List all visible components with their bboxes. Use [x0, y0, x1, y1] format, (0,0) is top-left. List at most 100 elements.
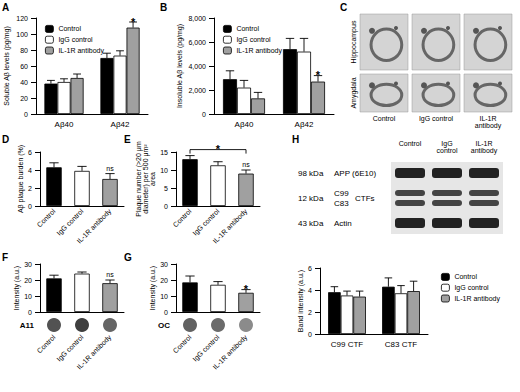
svg-text:Amygdala: Amygdala [350, 77, 358, 108]
svg-text:80: 80 [20, 47, 28, 54]
svg-text:IL-1R antibody: IL-1R antibody [211, 333, 249, 371]
svg-text:10: 10 [160, 167, 168, 174]
svg-text:8,000: 8,000 [188, 15, 206, 22]
svg-text:43 kDa: 43 kDa [298, 219, 324, 228]
svg-text:Aβ42: Aβ42 [295, 120, 314, 129]
svg-text:Control: Control [36, 207, 57, 228]
svg-text:0: 0 [164, 309, 168, 316]
svg-text:A: A [2, 2, 9, 13]
svg-text:Aβ42: Aβ42 [111, 120, 130, 129]
svg-text:0: 0 [24, 111, 28, 118]
svg-text:Control: Control [172, 207, 193, 228]
svg-text:IL-1R antibody: IL-1R antibody [454, 295, 500, 303]
svg-text:C83: C83 [334, 199, 349, 208]
svg-text:30: 30 [160, 261, 168, 268]
svg-text:ns: ns [106, 271, 114, 278]
svg-text:F: F [2, 252, 8, 263]
svg-text:60: 60 [20, 63, 28, 70]
svg-text:Intensity (a.u.): Intensity (a.u.) [13, 266, 21, 310]
svg-text:Control: Control [236, 25, 259, 32]
svg-text:Control: Control [36, 333, 57, 354]
svg-text:20: 20 [24, 277, 32, 284]
svg-text:Aβ40: Aβ40 [55, 120, 74, 129]
svg-text:IgG control: IgG control [55, 207, 85, 237]
svg-text:Aβ40: Aβ40 [235, 120, 254, 129]
svg-text:IL-1R antibody: IL-1R antibody [236, 47, 282, 55]
svg-text:0: 0 [164, 203, 168, 210]
svg-text:0: 0 [202, 111, 206, 118]
svg-text:20: 20 [20, 95, 28, 102]
svg-text:6: 6 [308, 265, 312, 272]
svg-text:IL-1R antibody: IL-1R antibody [211, 207, 249, 245]
svg-text:2: 2 [28, 185, 32, 192]
svg-text:*: * [244, 283, 249, 295]
svg-text:ns: ns [242, 161, 250, 168]
svg-text:OC: OC [158, 321, 170, 330]
svg-text:40: 40 [20, 79, 28, 86]
svg-text:Intensity (a.u.): Intensity (a.u.) [149, 266, 157, 310]
svg-text:Soluble Aβ levels (pg/mg): Soluble Aβ levels (pg/mg) [3, 26, 11, 106]
svg-text:C83 CTF: C83 CTF [385, 340, 418, 349]
svg-text:IgG control: IgG control [55, 333, 85, 363]
svg-text:*: * [131, 16, 136, 28]
svg-text:Actin: Actin [334, 219, 352, 228]
svg-text:antibody: antibody [471, 147, 498, 155]
svg-text:Insoluble Aβ levels (pg/mg): Insoluble Aβ levels (pg/mg) [176, 24, 184, 108]
svg-text:100: 100 [16, 31, 28, 38]
svg-text:Band intensity (a.u.): Band intensity (a.u.) [297, 270, 305, 332]
svg-text:Control: Control [373, 115, 396, 122]
svg-text:Control: Control [172, 333, 193, 354]
svg-text:30: 30 [24, 261, 32, 268]
svg-text:Control: Control [454, 273, 477, 280]
svg-text:10: 10 [160, 293, 168, 300]
svg-text:12 kDa: 12 kDa [298, 194, 324, 203]
svg-text:IgG control: IgG control [191, 207, 221, 237]
svg-text:IgG control: IgG control [419, 115, 454, 123]
svg-text:*: * [216, 143, 221, 155]
svg-text:Control: Control [399, 140, 422, 147]
svg-text:IgG control: IgG control [454, 284, 489, 292]
svg-text:Hippocampus: Hippocampus [350, 20, 358, 63]
svg-text:E: E [124, 134, 131, 145]
svg-text:5: 5 [164, 185, 168, 192]
svg-text:area: area [149, 172, 156, 186]
svg-text:D: D [2, 134, 9, 145]
svg-text:20: 20 [160, 277, 168, 284]
svg-text:4,000: 4,000 [188, 63, 206, 70]
svg-text:2,000: 2,000 [188, 87, 206, 94]
svg-text:ns: ns [106, 165, 114, 172]
svg-text:0: 0 [28, 203, 32, 210]
svg-text:G: G [124, 252, 132, 263]
svg-text:IgG control: IgG control [58, 36, 93, 44]
svg-text:6,000: 6,000 [188, 39, 206, 46]
svg-text:15: 15 [160, 149, 168, 156]
svg-text:Control: Control [58, 25, 81, 32]
svg-text:APP (6E10): APP (6E10) [334, 169, 376, 178]
svg-text:0: 0 [308, 331, 312, 338]
svg-text:IL-1R antibody: IL-1R antibody [75, 333, 113, 371]
svg-text:IgG control: IgG control [236, 36, 271, 44]
svg-text:control: control [436, 147, 457, 154]
svg-text:C: C [340, 2, 347, 13]
svg-text:2: 2 [308, 309, 312, 316]
svg-text:4: 4 [308, 287, 312, 294]
svg-text:IL-1R antibody: IL-1R antibody [58, 47, 104, 55]
svg-text:C99 CTF: C99 CTF [331, 340, 364, 349]
svg-text:A11: A11 [20, 321, 35, 330]
svg-text:4: 4 [28, 167, 32, 174]
svg-text:98 kDa: 98 kDa [298, 169, 324, 178]
svg-text:IL-1R: IL-1R [479, 115, 496, 122]
svg-text:antibody: antibody [475, 122, 502, 130]
svg-text:6: 6 [28, 149, 32, 156]
svg-text:IL-1R: IL-1R [475, 140, 492, 147]
svg-text:10: 10 [24, 293, 32, 300]
svg-text:0: 0 [28, 309, 32, 316]
svg-text:*: * [316, 69, 321, 81]
svg-text:120: 120 [16, 15, 28, 22]
svg-text:H: H [292, 134, 299, 145]
svg-text:C99: C99 [334, 189, 349, 198]
svg-text:IL-1R antibody: IL-1R antibody [75, 207, 113, 245]
svg-text:B: B [160, 2, 167, 13]
svg-text:CTFs: CTFs [355, 194, 375, 203]
svg-text:Aβ plaque burden (%): Aβ plaque burden (%) [17, 145, 25, 213]
